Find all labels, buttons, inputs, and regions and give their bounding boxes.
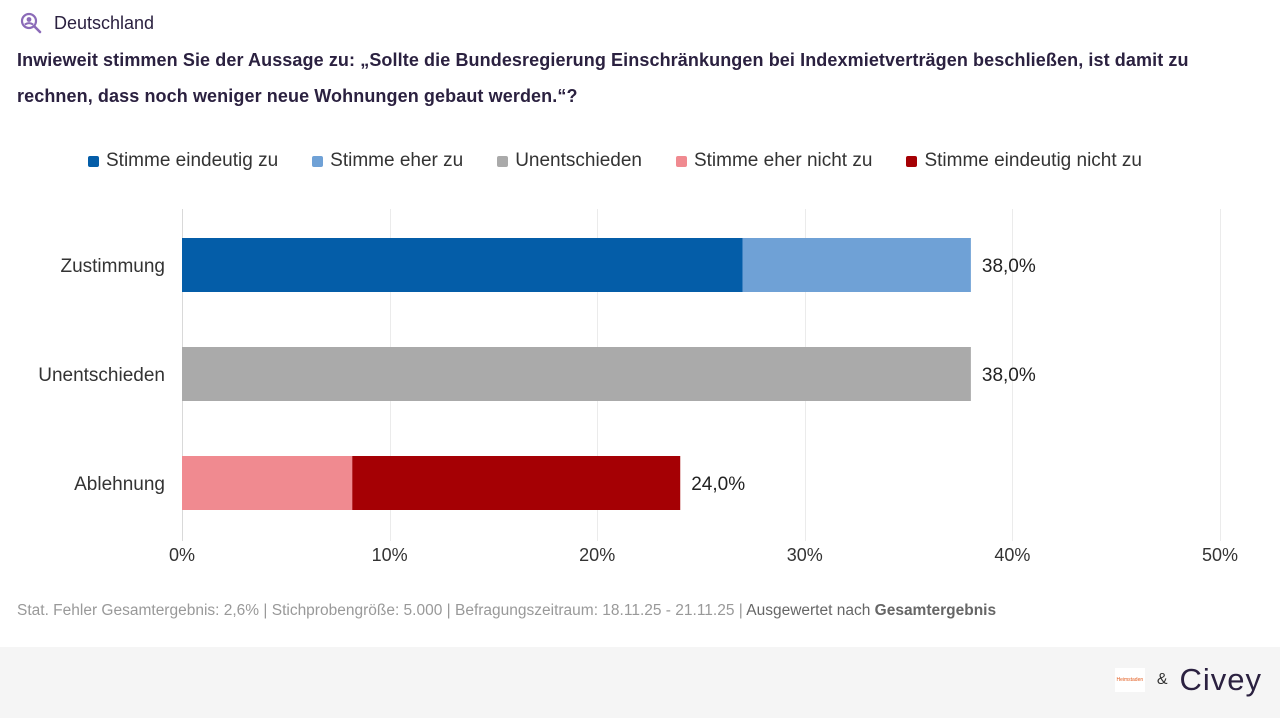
legend-item[interactable]: Stimme eher nicht zu bbox=[675, 150, 873, 172]
legend-label: Unentschieden bbox=[515, 150, 642, 171]
heimstaden-logo[interactable]: Heimstaden bbox=[1114, 668, 1145, 692]
legend-swatch bbox=[906, 155, 918, 167]
x-tick-label: 0% bbox=[169, 545, 195, 565]
legend-item[interactable]: Stimme eindeutig zu bbox=[88, 150, 278, 172]
bar-total-label: 38,0% bbox=[982, 365, 1036, 386]
x-tick-label: 40% bbox=[994, 545, 1030, 565]
region-row: Deutschland bbox=[20, 12, 154, 34]
question-title: Inwieweit stimmen Sie der Aussage zu: „S… bbox=[17, 50, 1189, 106]
legend-swatch bbox=[312, 155, 324, 167]
legend-label: Stimme eindeutig zu bbox=[106, 150, 279, 171]
bar-segment[interactable] bbox=[742, 238, 971, 292]
x-tick-label: 20% bbox=[579, 545, 615, 565]
chart-legend: Stimme eindeutig zu Stimme eher zu Unentsc… bbox=[88, 150, 1176, 172]
legend-swatch bbox=[88, 155, 99, 167]
legend-label: Stimme eher zu bbox=[330, 150, 464, 171]
region-label: Deutschland bbox=[54, 12, 155, 33]
x-tick-label: 10% bbox=[372, 545, 408, 565]
legend-item[interactable]: Stimme eher zu bbox=[312, 150, 463, 172]
legend-swatch bbox=[497, 155, 509, 167]
category-label: Unentschieden bbox=[38, 365, 165, 386]
branding-band bbox=[0, 647, 1280, 718]
x-tick-label: 30% bbox=[787, 545, 823, 565]
category-label: Zustimmung bbox=[60, 256, 165, 277]
search-user-icon bbox=[20, 12, 42, 34]
legend-swatch bbox=[675, 155, 687, 167]
bar-total-label: 24,0% bbox=[691, 474, 745, 495]
legend-item[interactable]: Stimme eindeutig nicht zu bbox=[906, 150, 1142, 172]
heimstaden-logo-text: Heimstaden bbox=[1116, 677, 1144, 683]
footer-note: Stat. Fehler Gesamtergebnis: 2,6% | Stic… bbox=[17, 602, 996, 620]
footer-evaluated-prefix: Ausgewertet nach bbox=[746, 602, 871, 619]
bar-segment[interactable] bbox=[182, 238, 743, 292]
civey-logo[interactable]: Civey bbox=[1179, 662, 1262, 697]
x-tick-label: 50% bbox=[1202, 545, 1238, 565]
legend-label: Stimme eher nicht zu bbox=[693, 150, 873, 171]
bar-total-label: 38,0% bbox=[982, 256, 1036, 277]
footer-stats: Stat. Fehler Gesamtergebnis: 2,6% | Stic… bbox=[17, 602, 743, 619]
bar-chart: Zustimmung 38,0% Unentschieden 38,0% Ablehnu… bbox=[38, 209, 1238, 565]
legend-item[interactable]: Unentschieden bbox=[497, 150, 642, 172]
bar-segment[interactable] bbox=[182, 456, 353, 510]
footer-evaluated-value: Gesamtergebnis bbox=[874, 602, 997, 619]
legend-label: Stimme eindeutig nicht zu bbox=[924, 150, 1142, 171]
bar-segment[interactable] bbox=[352, 456, 681, 510]
bar-segment[interactable] bbox=[182, 347, 971, 401]
ampersand: & bbox=[1156, 671, 1168, 688]
branding-row: Heimstaden & Civey bbox=[1114, 662, 1262, 698]
category-label: Ablehnung bbox=[74, 474, 165, 495]
